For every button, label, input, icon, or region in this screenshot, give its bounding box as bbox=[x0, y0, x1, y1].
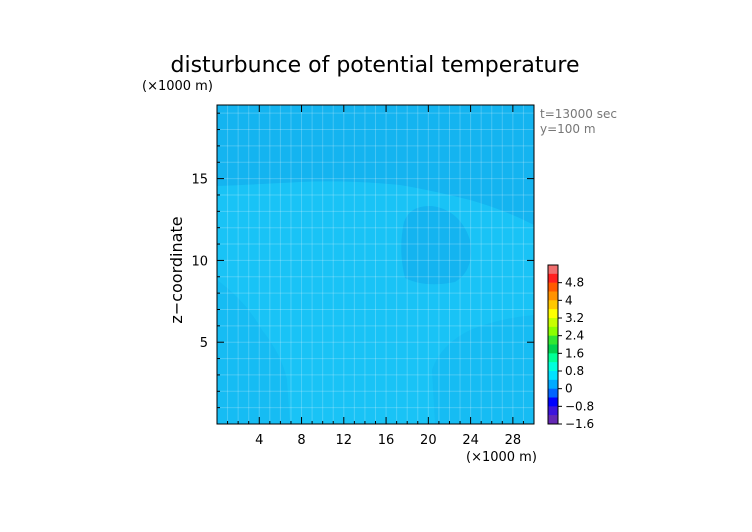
colorbar-swatch bbox=[548, 397, 558, 407]
y-axis-label: z−coordinate bbox=[167, 216, 186, 323]
y-tick-label: 10 bbox=[191, 254, 208, 269]
colorbar-swatch bbox=[548, 344, 558, 354]
colorbar-label: 0.8 bbox=[565, 364, 584, 378]
colorbar-swatch bbox=[548, 291, 558, 301]
colorbar: 4.8 4 3.2 2.4 1.6 0.8 0 −0.8 −1.6 bbox=[547, 264, 594, 431]
colorbar-swatch bbox=[548, 282, 558, 292]
x-tick-label: 20 bbox=[420, 433, 437, 448]
chart-title: disturbunce of potential temperature bbox=[171, 53, 580, 78]
x-tick-label: 16 bbox=[378, 433, 395, 448]
colorbar-swatch bbox=[548, 415, 558, 425]
info-line-y: y=100 m bbox=[540, 122, 596, 136]
field-region-lower-left-column bbox=[217, 280, 290, 424]
colorbar-swatch bbox=[548, 371, 558, 381]
colorbar-swatch bbox=[548, 388, 558, 398]
y-tick-label: 15 bbox=[191, 173, 208, 188]
colorbar-label: 2.4 bbox=[565, 329, 584, 343]
field-region-mid-right-cell bbox=[401, 205, 471, 285]
x-axis: 4 8 12 16 20 24 28 bbox=[227, 105, 524, 448]
x-tick-label: 28 bbox=[505, 433, 522, 448]
colorbar-swatch bbox=[548, 273, 558, 283]
x-unit-label: (×1000 m) bbox=[466, 450, 537, 465]
colorbar-swatch bbox=[548, 335, 558, 345]
field-region-upper-band bbox=[217, 105, 534, 225]
colorbar-swatch bbox=[548, 326, 558, 336]
colorbar-swatch bbox=[548, 300, 558, 310]
y-unit-label: (×1000 m) bbox=[142, 79, 213, 94]
x-tick-label: 4 bbox=[255, 433, 263, 448]
x-tick-label: 24 bbox=[462, 433, 479, 448]
x-tick-label: 8 bbox=[297, 433, 305, 448]
plot-area bbox=[217, 105, 534, 424]
colorbar-swatch bbox=[548, 309, 558, 319]
info-line-time: t=13000 sec bbox=[540, 107, 617, 121]
colorbar-label: −1.6 bbox=[565, 417, 594, 431]
grid-lines bbox=[217, 105, 534, 424]
colorbar-swatch bbox=[548, 318, 558, 328]
colorbar-swatch bbox=[548, 406, 558, 416]
colorbar-label: 3.2 bbox=[565, 311, 584, 325]
colorbar-swatch bbox=[548, 265, 558, 275]
colorbar-label: 1.6 bbox=[565, 346, 584, 360]
colorbar-swatch bbox=[548, 362, 558, 372]
x-tick-label: 12 bbox=[336, 433, 353, 448]
colorbar-frame bbox=[547, 264, 559, 425]
colorbar-label: 4.8 bbox=[565, 276, 584, 290]
field-region-lower-right-column bbox=[432, 315, 534, 424]
colorbar-label: 4 bbox=[565, 293, 573, 307]
colorbar-swatch bbox=[548, 353, 558, 363]
colorbar-swatch bbox=[548, 379, 558, 389]
y-axis: 5 10 15 bbox=[191, 112, 534, 409]
colorbar-label: −0.8 bbox=[565, 399, 594, 413]
y-tick-label: 5 bbox=[200, 336, 208, 351]
colorbar-label: 0 bbox=[565, 382, 573, 396]
